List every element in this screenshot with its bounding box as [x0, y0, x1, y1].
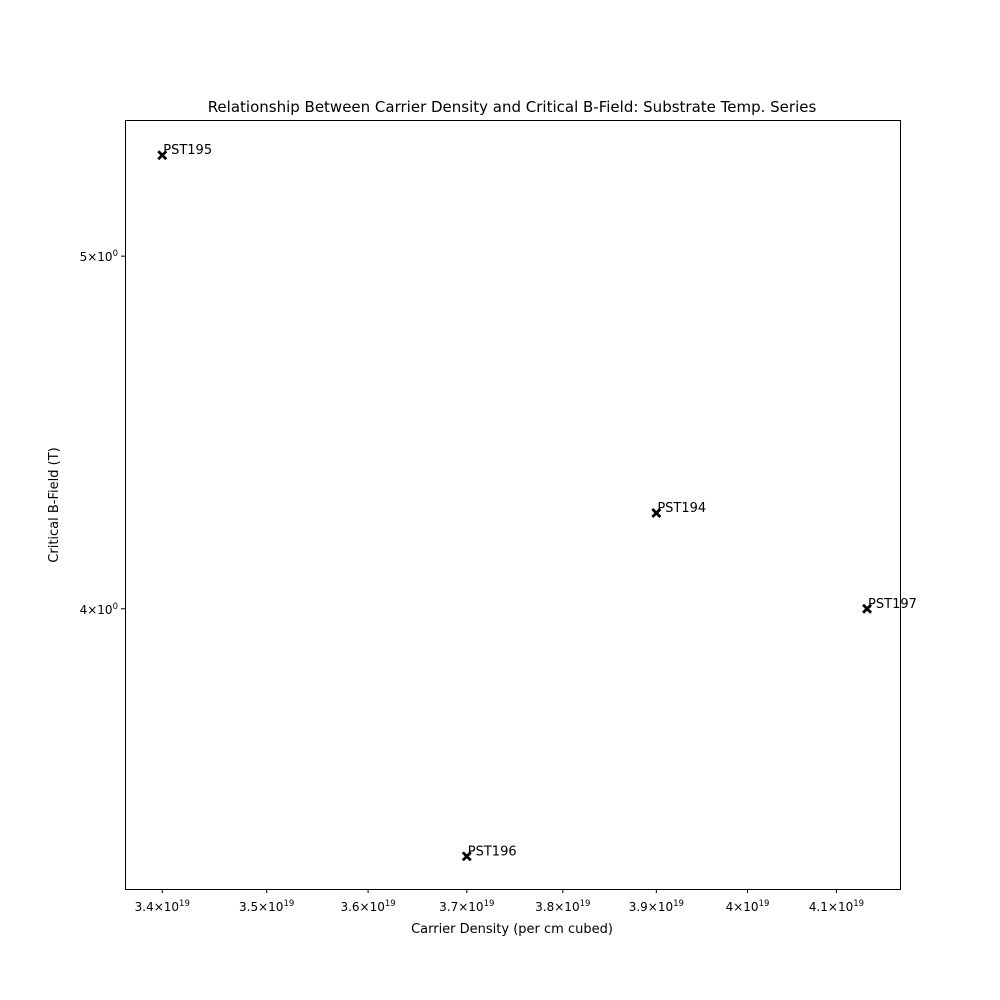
y-tick-label: 5×100 [80, 249, 118, 264]
x-tick-label: 3.5×1019 [239, 899, 294, 914]
y-axis-label: Critical B-Field (T) [47, 447, 62, 562]
data-points: PST195 PST194 PST197 PST196 [157, 143, 917, 862]
chart-title: Relationship Between Carrier Density and… [208, 98, 817, 116]
y-axis-ticks: 4×100 5×100 [80, 249, 125, 617]
point-label: PST196 [468, 844, 517, 859]
x-tick-label: 4.1×1019 [809, 899, 864, 914]
data-point: PST196 [461, 844, 517, 862]
x-tick-label: 4×1019 [726, 899, 770, 914]
y-tick-label: 4×100 [80, 602, 118, 617]
x-marker [651, 507, 662, 518]
point-label: PST197 [868, 597, 917, 612]
x-tick-label: 3.4×1019 [135, 899, 190, 914]
x-tick-label: 3.7×1019 [439, 899, 494, 914]
x-axis-label: Carrier Density (per cm cubed) [411, 922, 613, 937]
point-label: PST195 [163, 143, 212, 158]
x-marker [862, 603, 873, 614]
x-axis-ticks: 3.4×1019 3.5×1019 3.6×1019 3.7×1019 3.8×1019… [135, 889, 864, 914]
x-marker [157, 150, 168, 161]
x-tick-label: 3.6×1019 [340, 899, 395, 914]
data-point: PST197 [862, 597, 917, 614]
plot-frame [125, 120, 901, 890]
data-point: PST195 [157, 143, 212, 161]
x-marker [461, 851, 472, 862]
point-label: PST194 [657, 501, 706, 516]
x-tick-label: 3.9×1019 [629, 899, 684, 914]
data-point: PST194 [651, 501, 706, 518]
x-tick-label: 3.8×1019 [535, 899, 590, 914]
